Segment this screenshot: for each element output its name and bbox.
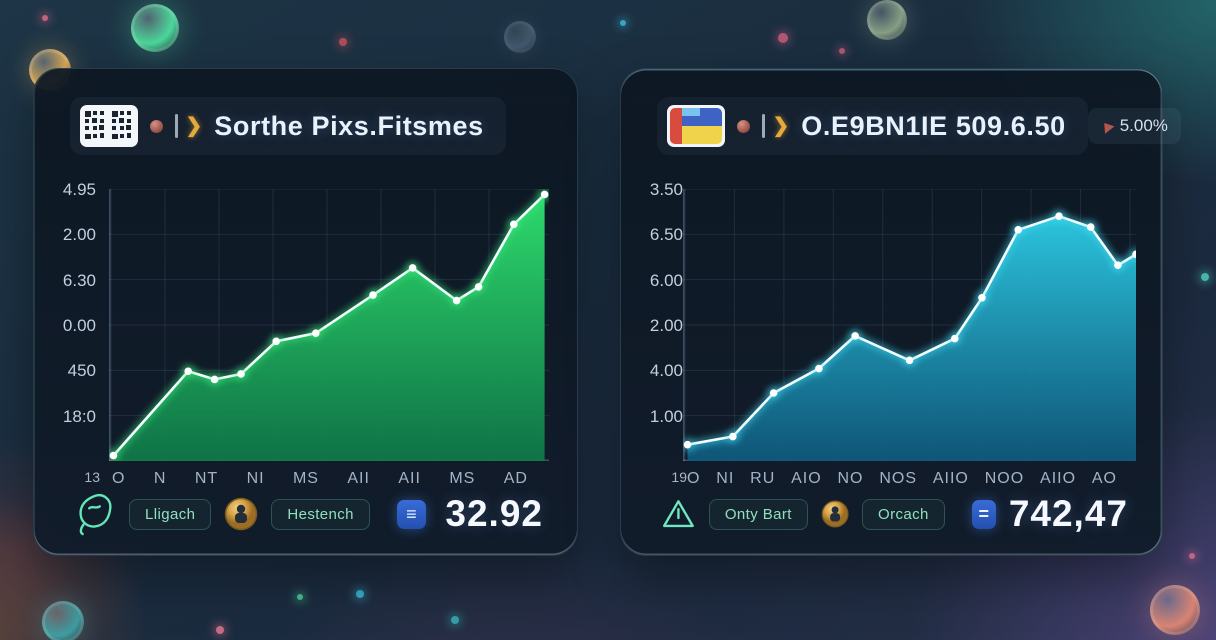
y-tick-label: 4.95 (62, 179, 96, 199)
x-tick-label: AIO (791, 470, 822, 487)
glow-dot (620, 20, 626, 26)
x-tick-label: AIIO (932, 470, 969, 487)
title-pill: ❯ Sorthe Pixs.Fitsmes (70, 97, 506, 155)
y-tick-label: 6.30 (62, 270, 96, 290)
y-axis: 3.50 6.50 6.00 2.00 4.00 1.00 (623, 180, 687, 461)
y-tick-label: 4.00 (649, 361, 683, 381)
chart-card-right: ❯ O.E9BN1IE 509.6.50 5.00% 3.50 6.50 6.00 2… (620, 68, 1181, 556)
card-title: O.E9BN1IE 509.6.50 (801, 110, 1066, 141)
y-tick-label: 450 (67, 361, 96, 381)
qr-code-icon (80, 105, 138, 147)
glow-dot (356, 590, 364, 598)
x-tick-label: O (112, 470, 126, 487)
area-chart-left: 4.95 2.00 6.30 0.00 450 18:0 13 O N NT NI MS AII AI… (34, 180, 577, 499)
coin-green (131, 4, 179, 52)
gold-coin-icon (225, 497, 258, 531)
glow-dot (1189, 553, 1195, 559)
x-tick-label: AD (503, 470, 528, 487)
plot-area (106, 187, 552, 463)
divider-bar (762, 114, 765, 138)
area-chart-right: 3.50 6.50 6.00 2.00 4.00 1.00 19 O NI RU AIO NO NO… (621, 180, 1162, 499)
token-dot-icon (737, 119, 750, 133)
card-header-left: ❯ Sorthe Pixs.Fitsmes (70, 97, 551, 155)
x-tick-label: NI (716, 470, 735, 487)
coin-pale-green (867, 0, 907, 40)
y-tick-label: 3.50 (649, 179, 683, 199)
x-tick-label: MS (292, 470, 319, 487)
y-tick-label: 2.00 (649, 315, 683, 335)
menu-icon[interactable]: ≡ (396, 499, 426, 529)
glow-dot (839, 48, 845, 54)
x-tick-label: N (153, 470, 167, 487)
x-tick-label: NOO (984, 470, 1025, 487)
chart-card-left: ❯ Sorthe Pixs.Fitsmes 4.95 2.00 6.30 0.00 45… (33, 68, 578, 556)
x-tick-label: NI (246, 470, 265, 487)
x-tick-label: NO (837, 470, 864, 487)
x-tick-label: RU (750, 470, 776, 487)
up-arrow-icon (1099, 118, 1115, 134)
y-tick-label: 1.00 (649, 406, 683, 426)
card-title: Sorthe Pixs.Fitsmes (214, 110, 484, 141)
glow-dot (42, 15, 48, 21)
change-badge: 5.00% (1087, 108, 1181, 144)
tag-pill[interactable]: Hestench (271, 498, 370, 530)
tag-pill[interactable]: Orcach (862, 498, 945, 530)
token-dot-icon (150, 119, 163, 133)
divider-bar (175, 114, 178, 138)
glow-dot (339, 38, 347, 46)
metric-value: 742,47 (1008, 493, 1128, 534)
metric-value: 32.92 (445, 493, 543, 534)
y-tick-label: 6.50 (649, 225, 683, 245)
glow-dot (451, 616, 459, 624)
plot-area (680, 188, 1143, 461)
x-tick-label: NOS (879, 470, 918, 487)
x-tick-label: AO (1091, 470, 1117, 487)
gold-chevron-icon: ❯ (772, 115, 790, 137)
tag-pill[interactable]: Onty Bart (708, 498, 808, 530)
coin-teal (42, 601, 84, 640)
x-tick-label: O (687, 470, 701, 487)
glow-dot (1201, 273, 1209, 281)
y-tick-label: 0.00 (62, 315, 96, 335)
warning-triangle-icon (662, 500, 694, 528)
glow-dot (216, 626, 224, 634)
coin-salmon (1150, 585, 1200, 635)
tag-pill[interactable]: Lligach (129, 498, 212, 530)
y-tick-label: 18:0 (62, 406, 96, 426)
chart-svg (106, 187, 552, 463)
origin-tick-label: 19 (671, 469, 687, 485)
x-tick-label: AIIO (1040, 470, 1077, 487)
gold-coin-icon (821, 500, 849, 528)
card-footer-right: Onty Bart Orcach = 742,47 (661, 491, 1128, 537)
x-tick-label: AII (398, 470, 421, 487)
glow-dot (778, 33, 788, 43)
scribble-icon (79, 494, 112, 536)
flag-icon (667, 105, 725, 147)
origin-tick-label: 13 (84, 469, 100, 485)
y-tick-label: 2.00 (62, 225, 96, 245)
x-tick-label: AII (347, 470, 370, 487)
y-axis: 4.95 2.00 6.30 0.00 450 18:0 (36, 180, 100, 461)
chart-svg (680, 188, 1143, 461)
x-tick-label: MS (449, 470, 476, 487)
change-value: 5.00% (1119, 116, 1168, 135)
y-tick-label: 6.00 (649, 270, 683, 290)
x-axis: O N NT NI MS AII AII MS AD (112, 470, 528, 488)
card-header-right: ❯ O.E9BN1IE 509.6.50 5.00% (657, 97, 1181, 155)
x-tick-label: NT (194, 470, 219, 487)
equals-icon[interactable]: = (971, 499, 996, 529)
title-pill: ❯ O.E9BN1IE 509.6.50 (657, 97, 1088, 155)
coin-slate (504, 21, 536, 53)
x-axis: O NI RU AIO NO NOS AIIO NOO AIIO AO (687, 470, 1117, 488)
card-footer-left: Lligach Hestench ≡ 32.92 (74, 491, 543, 537)
gold-chevron-icon: ❯ (185, 115, 203, 137)
glow-dot (297, 594, 303, 600)
